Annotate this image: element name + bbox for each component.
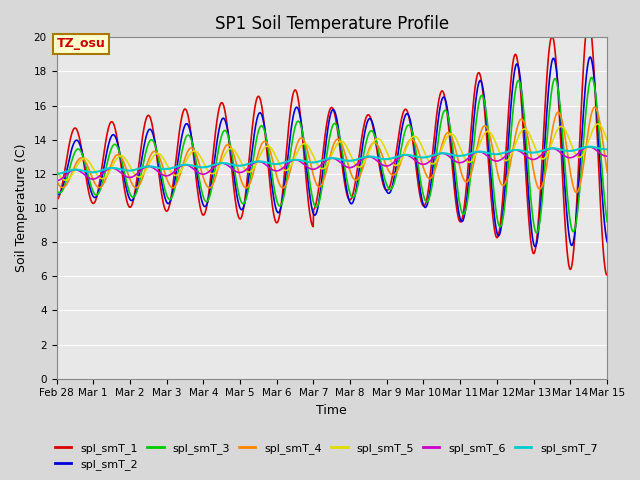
Line: spl_smT_7: spl_smT_7: [56, 145, 640, 174]
spl_smT_4: [52, 178, 60, 183]
Line: spl_smT_3: spl_smT_3: [56, 76, 640, 233]
spl_smT_7: [623, 142, 630, 148]
spl_smT_6: [623, 142, 631, 148]
spl_smT_4: [323, 168, 330, 174]
spl_smT_2: [515, 66, 523, 72]
spl_smT_3: [533, 230, 541, 236]
spl_smT_1: [52, 197, 60, 203]
Text: TZ_osu: TZ_osu: [56, 37, 105, 50]
spl_smT_6: [83, 173, 90, 179]
spl_smT_5: [623, 132, 630, 138]
spl_smT_5: [52, 168, 60, 173]
spl_smT_4: [573, 190, 580, 195]
spl_smT_6: [622, 142, 630, 148]
spl_smT_7: [52, 171, 60, 177]
spl_smT_4: [623, 117, 630, 122]
spl_smT_7: [623, 142, 630, 148]
spl_smT_4: [623, 115, 631, 121]
spl_smT_2: [623, 53, 631, 59]
Line: spl_smT_5: spl_smT_5: [56, 121, 640, 180]
spl_smT_5: [515, 132, 523, 138]
spl_smT_7: [338, 157, 346, 163]
spl_smT_6: [52, 178, 60, 183]
spl_smT_6: [323, 157, 330, 163]
spl_smT_4: [515, 120, 523, 125]
spl_smT_2: [323, 136, 330, 142]
spl_smT_5: [323, 163, 331, 168]
spl_smT_2: [52, 191, 60, 196]
Line: spl_smT_6: spl_smT_6: [56, 145, 640, 180]
spl_smT_5: [83, 156, 91, 162]
spl_smT_3: [625, 73, 632, 79]
spl_smT_1: [338, 162, 346, 168]
spl_smT_6: [623, 142, 630, 148]
spl_smT_4: [83, 161, 90, 167]
spl_smT_2: [83, 169, 90, 175]
spl_smT_2: [623, 53, 631, 59]
spl_smT_1: [515, 68, 523, 73]
spl_smT_3: [52, 187, 60, 193]
spl_smT_3: [515, 78, 523, 84]
spl_smT_1: [323, 123, 330, 129]
Line: spl_smT_2: spl_smT_2: [56, 56, 640, 247]
spl_smT_2: [623, 53, 630, 59]
spl_smT_5: [339, 139, 346, 144]
spl_smT_2: [338, 153, 346, 158]
spl_smT_7: [623, 142, 631, 148]
spl_smT_6: [515, 148, 523, 154]
spl_smT_7: [515, 147, 523, 153]
Y-axis label: Soil Temperature (C): Soil Temperature (C): [15, 144, 28, 272]
spl_smT_1: [623, 20, 631, 26]
Title: SP1 Soil Temperature Profile: SP1 Soil Temperature Profile: [214, 15, 449, 33]
spl_smT_1: [621, 15, 629, 21]
spl_smT_3: [323, 155, 330, 160]
spl_smT_1: [623, 22, 631, 28]
spl_smT_2: [531, 244, 539, 250]
spl_smT_7: [323, 156, 330, 162]
spl_smT_5: [62, 178, 70, 183]
Line: spl_smT_4: spl_smT_4: [56, 106, 640, 192]
spl_smT_4: [627, 103, 635, 108]
spl_smT_1: [83, 177, 90, 183]
spl_smT_3: [623, 77, 630, 83]
spl_smT_5: [630, 119, 638, 124]
spl_smT_7: [83, 168, 90, 174]
Legend: spl_smT_1, spl_smT_2, spl_smT_3, spl_smT_4, spl_smT_5, spl_smT_6, spl_smT_7: spl_smT_1, spl_smT_2, spl_smT_3, spl_smT…: [51, 438, 602, 474]
spl_smT_3: [623, 76, 631, 82]
spl_smT_5: [623, 131, 631, 137]
spl_smT_4: [338, 142, 346, 148]
Line: spl_smT_1: spl_smT_1: [56, 18, 640, 275]
spl_smT_6: [338, 161, 346, 167]
spl_smT_3: [338, 147, 346, 153]
spl_smT_1: [603, 272, 611, 278]
X-axis label: Time: Time: [316, 404, 347, 417]
spl_smT_3: [83, 166, 90, 171]
